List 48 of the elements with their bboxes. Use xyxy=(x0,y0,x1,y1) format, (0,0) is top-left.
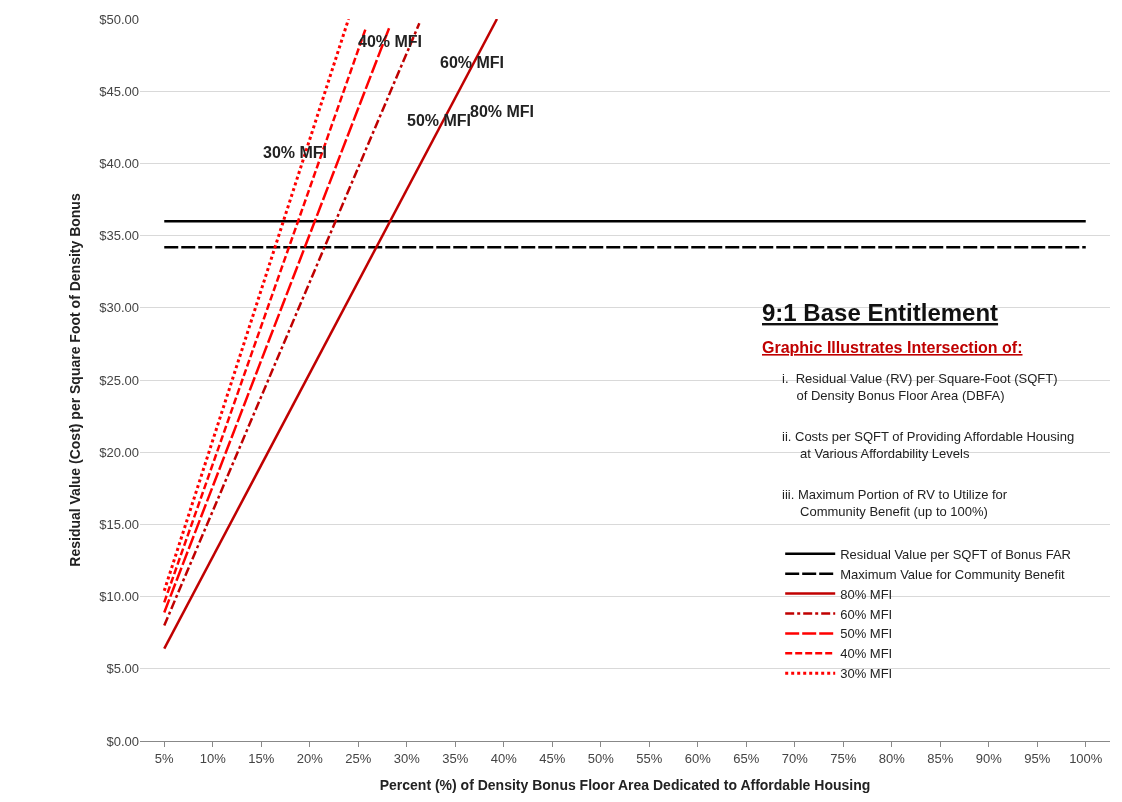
legend-label: Maximum Value for Community Benefit xyxy=(840,566,1066,582)
annotation: 9:1 Base Entitlement xyxy=(762,299,999,326)
x-tick-label: 100% xyxy=(1069,750,1103,766)
legend-label: 60% MFI xyxy=(840,606,893,622)
x-tick-label: 70% xyxy=(781,750,809,766)
x-tick-label: 45% xyxy=(539,750,566,766)
legend-label: 40% MFI xyxy=(840,646,893,662)
y-tick-label: $10.00 xyxy=(99,589,139,605)
y-tick-label: $30.00 xyxy=(99,300,139,316)
x-tick-label: 80% xyxy=(878,750,906,766)
annotation: iii. Maximum Portion of RV to Utilize for Community Benefit (up to 100%) xyxy=(782,487,1008,519)
x-tick-label: 5% xyxy=(154,750,175,766)
x-tick-label: 50% xyxy=(587,750,615,766)
x-tick-label: 15% xyxy=(248,750,275,766)
x-tick-label: 75% xyxy=(830,750,857,766)
annotation: 30% MFI xyxy=(263,144,328,161)
x-tick-label: 85% xyxy=(927,750,954,766)
y-tick-label: $45.00 xyxy=(99,83,139,99)
y-tick-label: $5.00 xyxy=(106,661,139,677)
y-tick-label: $40.00 xyxy=(99,155,139,171)
x-axis-title: Percent (%) of Density Bonus Floor Area Dedicated to Affordable Housing xyxy=(379,776,871,793)
y-tick-label: $0.00 xyxy=(106,733,139,749)
legend-label: 30% MFI xyxy=(840,666,893,682)
x-tick-label: 25% xyxy=(345,750,372,766)
x-tick-label: 35% xyxy=(442,750,469,766)
annotation: Graphic Illustrates Intersection of: xyxy=(762,339,1023,356)
x-tick-label: 60% xyxy=(684,750,712,766)
annotation: i. Residual Value (RV) per Square-Foot (SQFT) of Density Bonus Floor Area (DBFA) xyxy=(782,371,1058,403)
annotation: ii. Costs per SQFT of Providing Affordable Housing at Various Affordability Levels xyxy=(782,429,1075,461)
x-tick-label: 40% xyxy=(490,750,518,766)
legend-label: Residual Value per SQFT of Bonus FAR xyxy=(840,546,1071,562)
x-tick-label: 90% xyxy=(975,750,1003,766)
annotation: 80% MFI xyxy=(470,103,535,120)
legend-label: 50% MFI xyxy=(840,626,893,642)
y-tick-label: $25.00 xyxy=(99,372,139,388)
y-tick-label: $50.00 xyxy=(99,11,139,27)
y-tick-label: $35.00 xyxy=(99,228,139,244)
x-tick-label: 65% xyxy=(733,750,760,766)
x-tick-label: 55% xyxy=(636,750,663,766)
x-tick-label: 10% xyxy=(199,750,227,766)
x-tick-label: 30% xyxy=(393,750,421,766)
y-tick-label: $15.00 xyxy=(99,516,139,532)
y-axis-title: Residual Value (Cost) per Square Foot of Density Bonus xyxy=(66,193,83,567)
y-tick-label: $20.00 xyxy=(99,444,139,460)
x-tick-label: 20% xyxy=(296,750,324,766)
annotation: 60% MFI xyxy=(440,54,505,71)
legend-label: 80% MFI xyxy=(840,586,893,602)
x-tick-label: 95% xyxy=(1024,750,1051,766)
